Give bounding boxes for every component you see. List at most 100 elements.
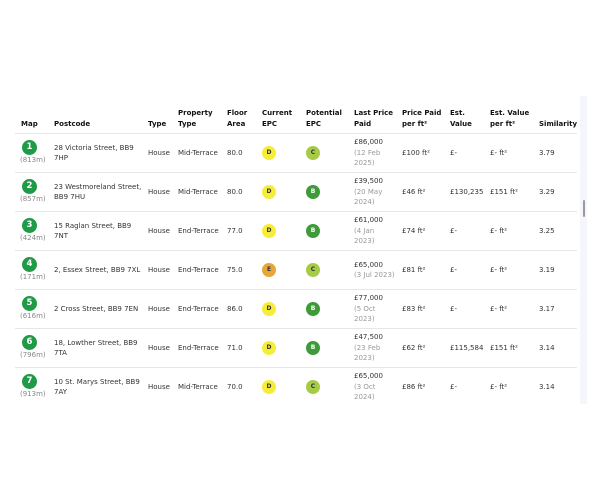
potential-epc-cell: B [300,211,348,251]
last-price: £86,000 [354,138,383,147]
potential-epc-cell: B [300,328,348,368]
similarity-cell: 3.19 [533,250,577,290]
last-price-cell: £65,000 (3 Jul 2023) [348,250,396,290]
similarity-cell: 3.79 [533,133,577,173]
map-pin-marker[interactable]: 1 [22,140,37,156]
current-epc-cell: D [256,328,300,368]
map-pin-marker[interactable]: 4 [22,257,37,273]
potential-epc-cell: C [300,250,348,290]
column-header[interactable]: Est. Value per ft² [484,108,533,134]
last-price: £65,000 [354,372,383,381]
potential-epc-cell: C [300,367,348,404]
last-price: £65,000 [354,260,383,269]
price-per-ft-cell: £74 ft² [396,211,444,251]
type-cell: House [142,328,172,368]
table-row[interactable]: 3 (424m) 15 Raglan Street, BB9 7NT House … [15,211,577,251]
map-pin-marker[interactable]: 2 [22,179,37,195]
current-epc-cell: D [256,211,300,251]
est-value-per-ft-cell: £- ft² [484,289,533,329]
distance: (913m) [20,390,46,399]
sale-date: (12 Feb 2025) [354,148,381,168]
price-per-ft-cell: £86 ft² [396,367,444,404]
column-header[interactable]: Price Paid per ft² [396,108,444,134]
table-row[interactable]: 2 (857m) 23 Westmoreland Street, BB9 7HU … [15,172,577,212]
table-row[interactable]: 7 (913m) 10 St. Marys Street, BB9 7AY Hou… [15,367,577,404]
current-epc-badge: D [262,146,276,160]
property-type-cell: Mid-Terrace [172,133,221,173]
est-value-cell: £115,584 [444,328,484,368]
postcode-cell: 2 Cross Street, BB9 7EN [48,289,142,329]
floor-area-cell: 86.0 [221,289,256,329]
distance: (813m) [20,156,46,165]
table-row[interactable]: 6 (796m) 18, Lowther Street, BB9 7TA Hous… [15,328,577,368]
current-epc-cell: D [256,289,300,329]
sale-date: (3 Jul 2023) [354,271,395,279]
map-pin-marker[interactable]: 3 [22,218,37,234]
table-row[interactable]: 4 (171m) 2, Essex Street, BB9 7XL House E… [15,250,577,290]
sale-date: (23 Feb 2023) [354,343,381,363]
similarity-cell: 3.17 [533,289,577,329]
current-epc-badge: D [262,185,276,199]
potential-epc-badge: C [306,380,320,394]
est-value-per-ft-cell: £- ft² [484,250,533,290]
type-cell: House [142,172,172,212]
est-value-cell: £- [444,250,484,290]
postcode-cell: 10 St. Marys Street, BB9 7AY [48,367,142,404]
last-price: £47,500 [354,333,383,342]
column-header[interactable]: Similarity [533,108,577,134]
last-price-cell: £47,500 (23 Feb 2023) [348,328,396,368]
est-value-per-ft-cell: £- ft² [484,211,533,251]
current-epc-badge: D [262,302,276,316]
current-epc-cell: D [256,367,300,404]
price-per-ft-cell: £46 ft² [396,172,444,212]
property-type-cell: End-Terrace [172,211,221,251]
map-cell: 4 (171m) [15,250,48,290]
est-value-per-ft-cell: £- ft² [484,367,533,404]
type-cell: House [142,250,172,290]
column-header[interactable]: Est. Value [444,108,484,134]
column-header[interactable]: Current EPC [256,108,300,134]
table-header-row: Map Postcode Type Property Type Floor Area Cu… [15,108,577,134]
distance: (616m) [20,312,46,321]
postcode-cell: 15 Raglan Street, BB9 7NT [48,211,142,251]
current-epc-cell: D [256,172,300,212]
property-type-cell: Mid-Terrace [172,172,221,212]
potential-epc-badge: C [306,263,320,277]
distance: (796m) [20,351,46,360]
est-value-per-ft-cell: £- ft² [484,133,533,173]
type-cell: House [142,367,172,404]
type-cell: House [142,289,172,329]
map-pin-marker[interactable]: 6 [22,335,37,351]
column-header[interactable]: Type [142,108,172,134]
potential-epc-cell: B [300,289,348,329]
scrollbar-thumb[interactable] [583,200,585,217]
column-header[interactable]: Map [15,108,48,134]
map-cell: 7 (913m) [15,367,48,404]
last-price-cell: £77,000 (5 Oct 2023) [348,289,396,329]
postcode-cell: 28 Victoria Street, BB9 7HP [48,133,142,173]
postcode-cell: 2, Essex Street, BB9 7XL [48,250,142,290]
sale-date: (5 Oct 2023) [354,304,376,324]
table-row[interactable]: 5 (616m) 2 Cross Street, BB9 7EN House En… [15,289,577,329]
est-value-per-ft-cell: £151 ft² [484,328,533,368]
column-header[interactable]: Floor Area [221,108,256,134]
map-pin-marker[interactable]: 5 [22,296,37,312]
table-row[interactable]: 1 (813m) 28 Victoria Street, BB9 7HP Hous… [15,133,577,173]
property-type-cell: End-Terrace [172,289,221,329]
price-per-ft-cell: £81 ft² [396,250,444,290]
type-cell: House [142,133,172,173]
scrollbar-track[interactable] [580,96,587,404]
current-epc-badge: D [262,380,276,394]
comparables-table: Map Postcode Type Property Type Floor Area Cu… [15,108,577,404]
map-pin-marker[interactable]: 7 [22,374,37,390]
column-header[interactable]: Postcode [48,108,142,134]
potential-epc-badge: B [306,341,320,355]
column-header[interactable]: Last Price Paid [348,108,396,134]
type-cell: House [142,211,172,251]
floor-area-cell: 71.0 [221,328,256,368]
potential-epc-cell: C [300,133,348,173]
postcode-cell: 18, Lowther Street, BB9 7TA [48,328,142,368]
sale-date: (3 Oct 2024) [354,382,376,402]
column-header[interactable]: Property Type [172,108,221,134]
column-header[interactable]: Potential EPC [300,108,348,134]
